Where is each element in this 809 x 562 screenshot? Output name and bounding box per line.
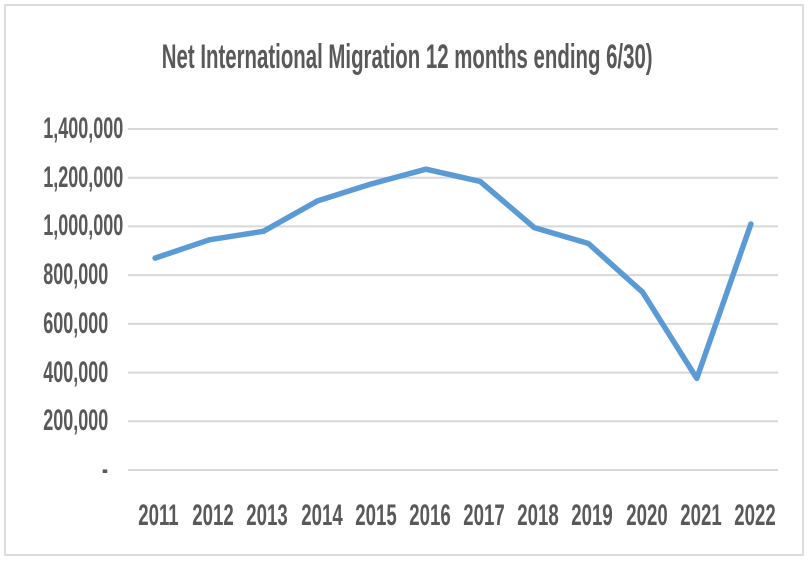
x-axis-tick-label: 2022 [734, 499, 776, 532]
x-axis-tick-label: 2017 [463, 499, 505, 532]
x-axis-tick-label: 2011 [138, 499, 179, 532]
migration-line-series [152, 166, 754, 382]
chart-title: Net International Migration 12 months en… [161, 38, 653, 76]
y-axis-tick-label: 200,000 [43, 404, 109, 438]
x-axis-tick-label: 2015 [354, 499, 397, 532]
y-axis-tick-label: 400,000 [43, 355, 109, 389]
x-axis-tick-label: 2021 [679, 499, 722, 532]
x-axis-tick-label: 2019 [571, 499, 613, 532]
y-axis-tick-label: 1,400,000 [43, 112, 124, 145]
y-axis-tick-label: 1,200,000 [43, 160, 124, 194]
x-axis-tick-label: 2020 [625, 499, 668, 532]
y-axis-tick-label: 800,000 [43, 258, 109, 292]
x-axis-tick-label: 2018 [517, 499, 559, 532]
x-axis-tick-label: 2014 [300, 499, 343, 532]
y-axis-tick-label: 1,000,000 [43, 209, 124, 243]
y-axis-tick-label: 600,000 [43, 306, 109, 340]
x-axis-tick-label: 2012 [192, 499, 234, 532]
x-axis-tick-label: 2013 [246, 499, 288, 532]
x-axis-tick-label: 2016 [409, 499, 451, 532]
y-axis-tick-label: - [102, 453, 108, 486]
